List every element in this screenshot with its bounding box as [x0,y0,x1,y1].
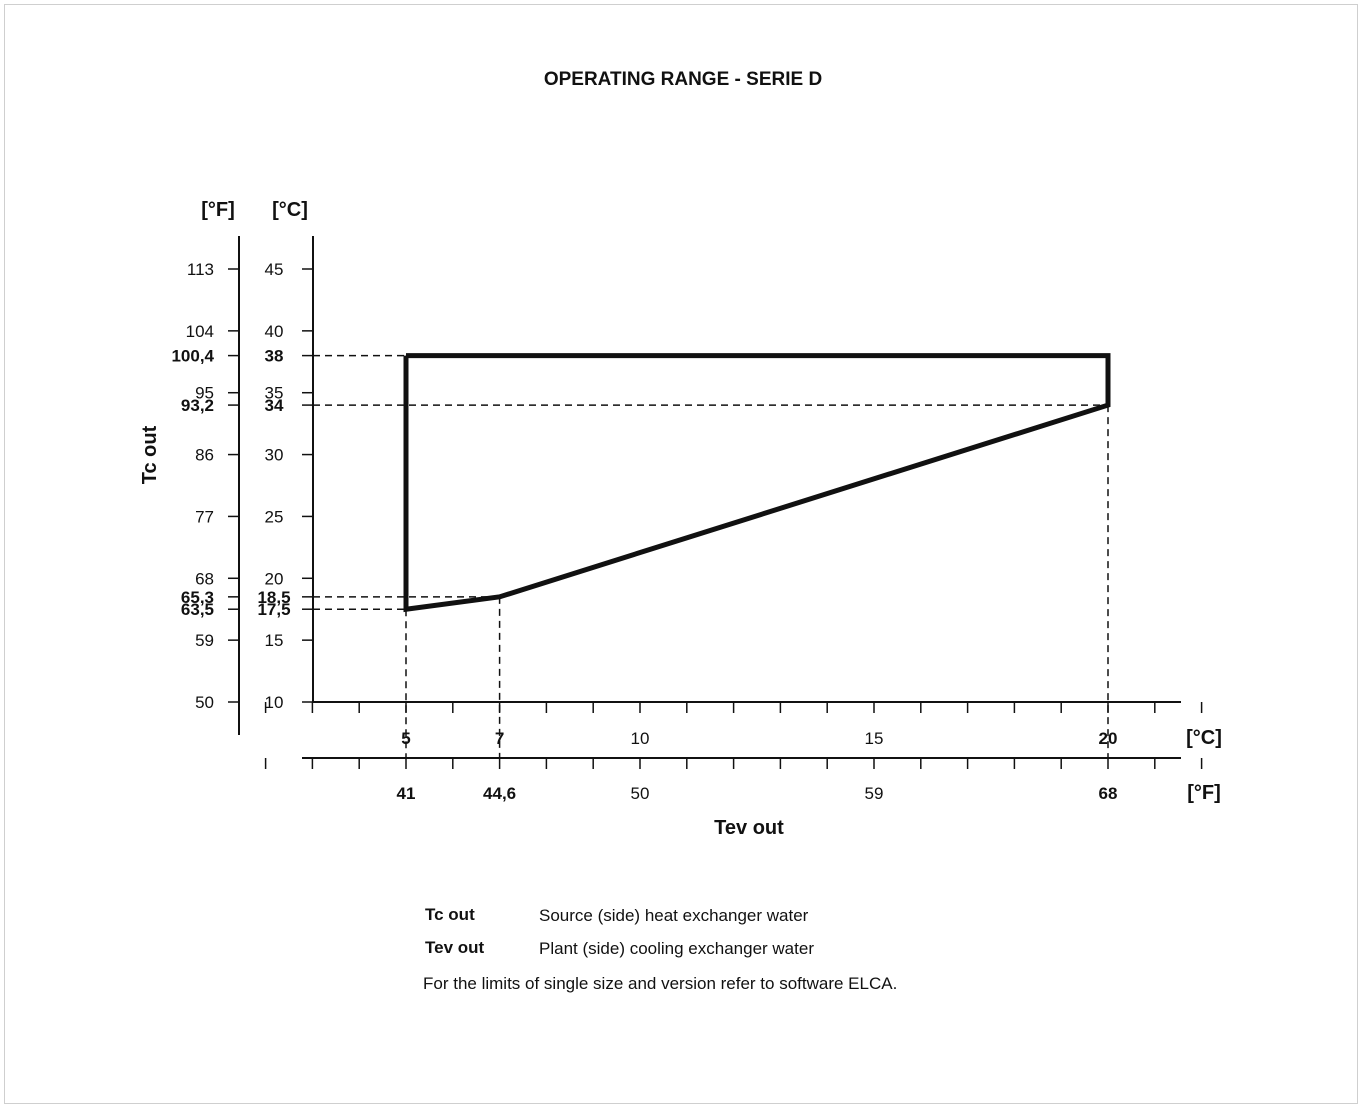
y-tick-label-c: 17,5 [257,600,290,619]
y-tick-label-f: 63,5 [181,600,214,619]
y-tick-label-c: 20 [265,569,284,588]
y-tick-label-c: 15 [265,631,284,650]
x-tick-label-f: 59 [865,784,884,803]
x-tick-label-f: 50 [631,784,650,803]
chart-marks: 454038353430252018,517,51510113104100,49… [171,236,1203,803]
y-unit-f: [°F] [201,199,235,221]
y-tick-label-f: 100,4 [171,347,214,366]
y-tick-label-c: 40 [265,322,284,341]
y-tick-label-f: 50 [195,693,214,712]
y-tick-label-c: 34 [265,396,284,415]
x-unit-c: [°C] [1186,727,1222,749]
operating-range-chart: OPERATING RANGE - SERIE D [°F] [°C] Tc o… [139,69,1222,839]
x-tick-label-f: 68 [1099,784,1118,803]
y-tick-label-f: 104 [186,322,214,341]
y-unit-c: [°C] [272,199,308,221]
y-tick-label-f: 68 [195,569,214,588]
legend-key-tev-out: Tev out [425,938,485,957]
x-tick-label-f: 44,6 [483,784,516,803]
y-tick-label-f: 93,2 [181,396,214,415]
y-tick-label-f: 113 [187,260,214,279]
operating-envelope-line [403,353,1111,613]
y-tick-label-f: 86 [195,446,214,465]
y-tick-label-c: 45 [265,260,284,279]
x-tick-label-c: 10 [631,729,650,748]
y-tick-label-f: 59 [195,631,214,650]
x-axis-title: Tev out [714,817,784,839]
x-tick-label-c: 5 [401,729,410,748]
y-tick-label-c: 18,5 [257,588,290,607]
y-tick-label-c: 30 [265,446,284,465]
x-tick-label-c: 20 [1099,729,1118,748]
y-tick-label-c: 10 [265,693,284,712]
x-unit-f: [°F] [1187,782,1221,804]
y-tick-label-c: 35 [265,384,284,403]
legend-key-tc-out: Tc out [425,905,475,924]
legend-desc-tev-out: Plant (side) cooling exchanger water [539,939,814,958]
x-tick-label-c: 15 [865,729,884,748]
chart-title: OPERATING RANGE - SERIE D [544,69,822,90]
y-tick-label-f: 65,3 [181,588,214,607]
x-tick-label-f: 41 [397,784,416,803]
y-tick-label-c: 38 [265,347,284,366]
y-tick-label-c: 25 [265,507,284,526]
x-tick-label-c: 7 [495,729,504,748]
y-axis-title: Tc out [139,425,161,484]
y-tick-label-f: 95 [195,384,214,403]
legend-note: For the limits of single size and versio… [423,974,898,993]
y-tick-label-f: 77 [195,507,214,526]
legend-desc-tc-out: Source (side) heat exchanger water [539,906,809,925]
